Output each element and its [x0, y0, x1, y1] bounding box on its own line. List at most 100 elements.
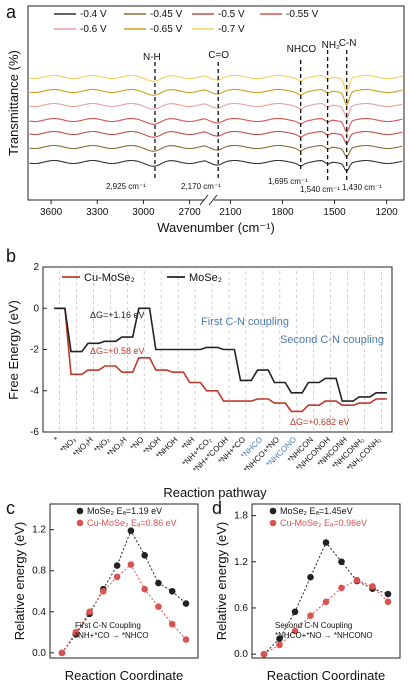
legend-marker-c — [76, 519, 84, 527]
barrier-point — [127, 561, 135, 568]
category-label: * — [52, 435, 61, 444]
barrier-point — [182, 636, 190, 643]
barrier-point — [155, 579, 162, 587]
x-tick-label-a: 1800 — [271, 207, 294, 218]
legend-marker-c — [76, 507, 84, 515]
barrier-point — [260, 650, 268, 658]
x-axis-title-b: Reaction pathway — [163, 485, 267, 500]
ftir-trace — [29, 144, 403, 159]
band-position-label: 1,695 cm⁻¹ — [268, 177, 308, 186]
barrier-point — [155, 603, 162, 610]
annotation-b: ΔG=+0.682 eV — [290, 417, 350, 427]
barrier-point — [276, 641, 283, 649]
band-label: NHCO — [287, 44, 317, 55]
barrier-point — [291, 608, 299, 616]
annotation-d: *NHCO+*NO → *NHCONO — [275, 631, 373, 640]
ftir-trace — [29, 159, 403, 173]
x-axis-title-c: Reaction Coordinate — [65, 668, 184, 683]
axis-break-gap — [204, 194, 214, 206]
y-axis-title-d: Relative energy (eV) — [214, 522, 229, 641]
legend-label-d: Cu-MoSe₂ Eₐ=0.96eV — [280, 518, 367, 528]
legend-marker-d — [269, 519, 277, 527]
x-tick-label-a: 3000 — [132, 207, 155, 218]
band-label: N-H — [143, 52, 161, 63]
band-position-label: 2,170 cm⁻¹ — [181, 182, 221, 191]
legend-label-a: -0.45 V — [150, 9, 183, 20]
barrier-point — [384, 590, 392, 598]
legend-label-a: -0.55 V — [286, 9, 319, 20]
barrier-point — [113, 573, 121, 581]
y-tick-label-b: 2 — [33, 262, 39, 273]
y-axis-title-a: Transmittance (%) — [6, 50, 21, 156]
barrier-point — [168, 620, 176, 628]
y-axis-title-c: Relative energy (eV) — [12, 522, 27, 641]
band-position-label: 1,430 cm⁻¹ — [342, 183, 382, 192]
annotation-d: Second C-N Coupling — [275, 621, 352, 630]
x-tick-label-a: 3300 — [86, 207, 109, 218]
barrier-point — [353, 576, 361, 584]
energy-profile — [54, 307, 387, 413]
annotation-b: ΔG=+1.16 eV — [90, 310, 145, 320]
band-position-label: 1,540 cm⁻¹ — [300, 185, 340, 194]
y-tick-label-c: 1.2 — [32, 525, 46, 536]
energy-profile — [54, 307, 387, 402]
x-tick-label-a: 2100 — [219, 207, 242, 218]
y-tick-label-d: 0.6 — [234, 603, 248, 614]
legend-label-c: Cu-MoSe₂ Eₐ=0.86 eV — [87, 518, 177, 528]
panel-letter-c: c — [6, 498, 15, 518]
legend-label-a: -0.6 V — [80, 24, 107, 35]
barrier-point — [307, 612, 314, 619]
legend-label-b: MoSe₂ — [189, 272, 222, 284]
barrier-point — [384, 598, 392, 606]
x-tick-label-a: 2700 — [178, 207, 201, 218]
barrier-point — [369, 583, 376, 590]
barrier-point — [276, 635, 283, 643]
ftir-trace — [29, 117, 403, 134]
ftir-trace — [29, 102, 403, 120]
y-tick-label-d: 1.2 — [234, 557, 248, 568]
y-tick-label-c: 0.4 — [32, 607, 46, 618]
barrier-point — [322, 598, 330, 606]
x-tick-label-a: 1200 — [376, 207, 399, 218]
barrier-point — [58, 649, 66, 657]
barrier-point — [338, 584, 345, 592]
band-label: NH₂ — [322, 40, 340, 51]
band-label: C-N — [339, 38, 357, 49]
legend-label-d: MoSe₂ Eₐ=1.45eV — [280, 506, 353, 516]
barrier-point — [141, 585, 148, 593]
x-tick-label-a: 1500 — [323, 207, 346, 218]
y-tick-label-b: -4 — [30, 386, 39, 397]
plot-frame-d — [251, 503, 401, 659]
barrier-point — [113, 562, 121, 569]
y-tick-label-d: 0.0 — [234, 649, 248, 660]
barrier-point — [72, 629, 80, 636]
y-tick-label-b: -2 — [30, 345, 39, 356]
axis-break-mark — [199, 194, 209, 206]
y-axis-title-b: Free Energy (eV) — [6, 300, 21, 400]
legend-marker-d — [269, 507, 277, 515]
plot-frame-c — [49, 503, 199, 659]
barrier-point — [322, 539, 330, 546]
x-axis-title-a: Wavenumber (cm⁻¹) — [157, 220, 275, 235]
panel-letter-b: b — [6, 246, 16, 266]
barrier-point — [100, 587, 107, 595]
y-tick-label-c: 0.8 — [32, 566, 46, 577]
category-label: *NO₂H — [105, 435, 128, 458]
legend-label-c: MoSe₂ Eₐ=1.19 eV — [87, 506, 162, 516]
plot-frame-a — [27, 5, 405, 201]
barrier-point — [141, 552, 148, 559]
y-tick-label-c: 0.0 — [32, 648, 46, 659]
annotation-c: First C-N Coupling — [75, 621, 141, 630]
ftir-trace — [29, 88, 403, 107]
barrier-point — [291, 627, 299, 635]
legend-label-a: -0.4 V — [80, 9, 107, 20]
barrier-point — [86, 608, 93, 616]
annotation-b: Second C-N coupling — [280, 334, 384, 346]
category-label: *NO₃H — [71, 435, 95, 459]
barrier-curve — [61, 563, 187, 654]
barrier-point — [182, 600, 190, 607]
ftir-trace — [29, 74, 403, 94]
axis-break-mark — [208, 194, 218, 206]
y-tick-label-b: -6 — [30, 427, 39, 438]
